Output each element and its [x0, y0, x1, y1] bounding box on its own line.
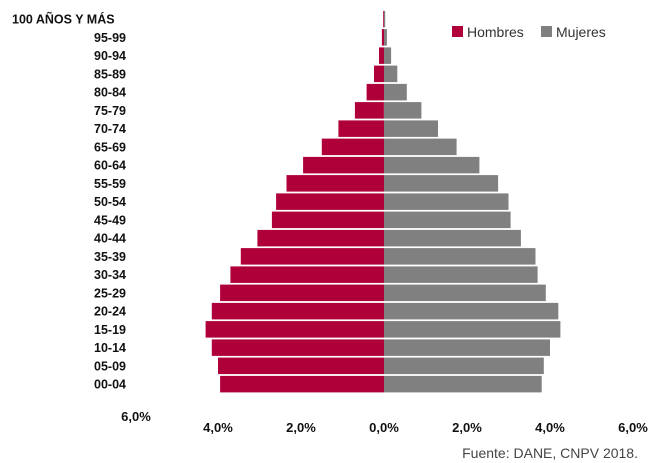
- age-group-label: 40-44: [94, 232, 126, 246]
- x-tick-label: 2,0%: [452, 420, 482, 435]
- bar-hombres: [230, 266, 384, 283]
- bar-hombres: [211, 339, 384, 356]
- x-tick-label: 2,0%: [286, 420, 316, 435]
- bar-mujeres: [384, 156, 480, 174]
- bar-hombres: [205, 321, 384, 338]
- age-group-label: 50-54: [94, 195, 126, 209]
- bar-mujeres: [384, 29, 387, 46]
- age-group-label: 70-74: [94, 122, 126, 136]
- bar-hombres: [321, 138, 385, 156]
- age-group-label: 45-49: [94, 213, 126, 227]
- x-tick-label: 4,0%: [203, 420, 233, 435]
- source-note: Fuente: DANE, CNPV 2018.: [462, 445, 638, 461]
- legend-swatch-hombres: [452, 26, 463, 37]
- bar-mujeres: [384, 229, 521, 247]
- bar-hombres: [220, 284, 384, 302]
- bar-hombres: [276, 193, 384, 210]
- bar-hombres: [240, 248, 384, 265]
- age-group-label: 10-14: [94, 341, 126, 355]
- age-group-label: 75-79: [94, 104, 126, 118]
- bar-hombres: [381, 29, 384, 46]
- bar-hombres: [338, 120, 385, 137]
- age-group-label: 25-29: [94, 286, 126, 300]
- age-group-label: 00-04: [94, 378, 126, 392]
- age-group-label: 35-39: [94, 250, 126, 264]
- mujeres-bars: [384, 10, 561, 393]
- age-group-label: 60-64: [94, 159, 126, 173]
- bar-hombres: [383, 10, 384, 28]
- x-tick-label: 6,0%: [618, 420, 648, 435]
- bar-mujeres: [384, 193, 509, 210]
- bar-mujeres: [384, 83, 407, 101]
- bar-hombres: [286, 175, 384, 192]
- legend-label-mujeres: Mujeres: [556, 24, 606, 40]
- bar-mujeres: [384, 302, 559, 320]
- bar-mujeres: [384, 138, 457, 156]
- bar-mujeres: [384, 47, 392, 64]
- bar-mujeres: [384, 284, 546, 302]
- hombres-bars: [205, 10, 385, 393]
- bar-mujeres: [384, 321, 561, 338]
- bar-mujeres: [384, 357, 544, 375]
- age-group-label: 20-24: [94, 305, 126, 319]
- bar-mujeres: [384, 211, 511, 229]
- bar-hombres: [257, 229, 384, 247]
- bar-mujeres: [384, 339, 550, 356]
- age-group-labels: 00-04 05-09 10-14 15-19 20-24 25-29 30-34 35-39…: [12, 12, 126, 392]
- age-group-label: 55-59: [94, 177, 126, 191]
- bar-hombres: [271, 211, 384, 229]
- bar-mujeres: [384, 375, 542, 393]
- bar-hombres: [379, 47, 384, 64]
- age-group-label: 15-19: [94, 323, 126, 337]
- bar-hombres: [374, 65, 384, 83]
- bar-mujeres: [384, 175, 499, 192]
- bar-hombres: [354, 102, 384, 119]
- age-group-label: 95-99: [94, 31, 126, 45]
- bar-mujeres: [384, 120, 438, 137]
- bar-mujeres: [384, 266, 538, 283]
- age-group-label: 80-84: [94, 86, 126, 100]
- bar-hombres: [303, 156, 384, 174]
- age-group-label: 65-69: [94, 140, 126, 154]
- bar-hombres: [366, 83, 384, 101]
- bar-hombres: [218, 357, 384, 375]
- age-group-label: 90-94: [94, 49, 126, 63]
- legend: Hombres Mujeres: [452, 24, 606, 40]
- bar-mujeres: [384, 248, 536, 265]
- bar-mujeres: [384, 10, 386, 28]
- x-tick-label: 0,0%: [369, 420, 399, 435]
- age-group-label: 05-09: [94, 359, 126, 373]
- x-tick-label: 4,0%: [535, 420, 565, 435]
- age-group-label: 85-89: [94, 67, 126, 81]
- legend-swatch-mujeres: [541, 26, 552, 37]
- legend-label-hombres: Hombres: [467, 24, 524, 40]
- age-group-label: 30-34: [94, 268, 126, 282]
- bar-hombres: [220, 375, 384, 393]
- bar-mujeres: [384, 102, 422, 119]
- x-axis-tick-labels: 6,0% 4,0% 2,0% 0,0% 2,0% 4,0% 6,0%: [121, 409, 648, 435]
- bar-mujeres: [384, 65, 398, 83]
- x-tick-label: 6,0%: [121, 409, 151, 424]
- age-group-label: 100 AÑOS Y MÁS: [12, 12, 115, 27]
- bar-hombres: [211, 302, 384, 320]
